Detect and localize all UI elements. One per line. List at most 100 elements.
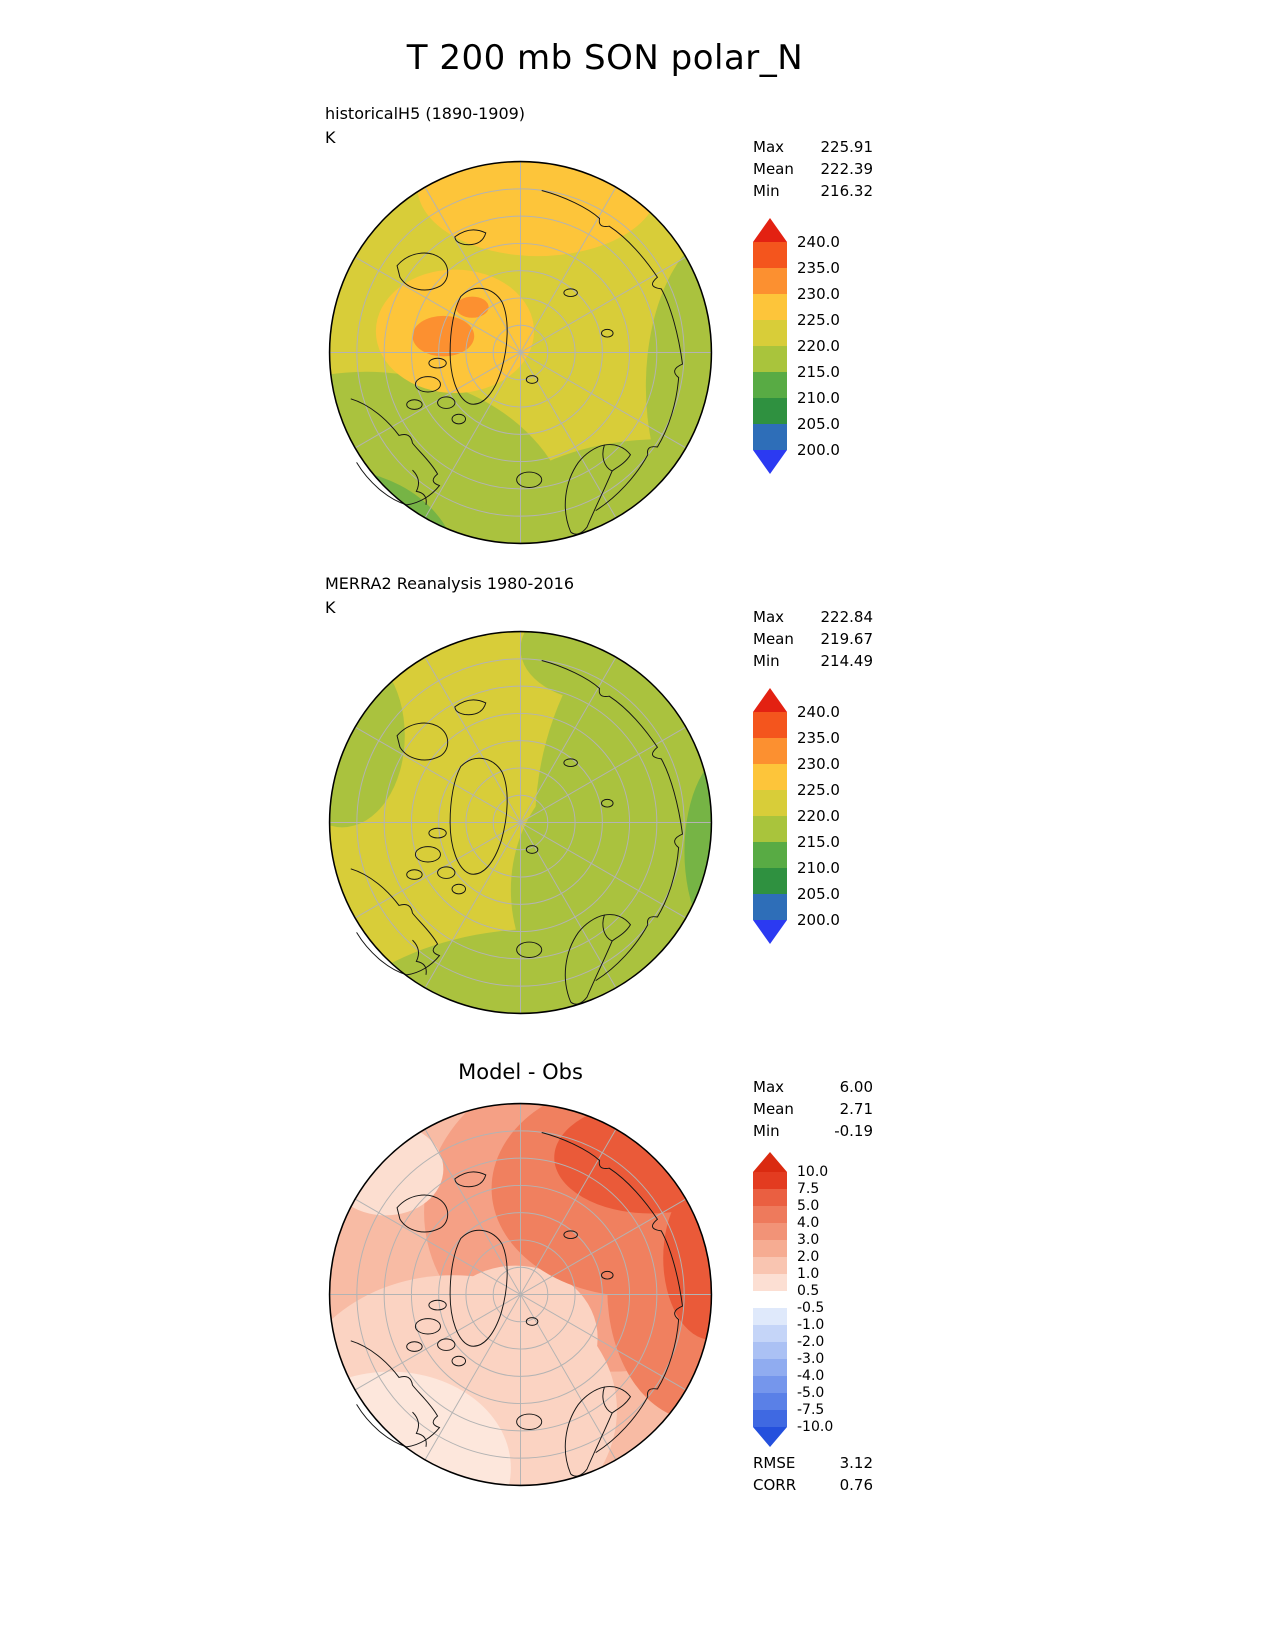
colorbar-tick-label: 7.5	[797, 1181, 820, 1197]
colorbar-tick-label: -2.0	[797, 1334, 825, 1350]
colorbar-arrow-bottom	[753, 920, 787, 944]
colorbar-tick-label: 0.5	[797, 1283, 820, 1299]
panel-label-model: historicalH5 (1890-1909)	[325, 104, 526, 123]
colorbar-bar	[753, 1152, 787, 1447]
colorbar-tick-label: 240.0	[797, 703, 840, 721]
colorbar-tick-label: 200.0	[797, 441, 840, 459]
stat-value: 219.67	[820, 630, 874, 648]
colorbar-tick-label: 210.0	[797, 859, 840, 877]
colorbar-tick-label: 220.0	[797, 807, 840, 825]
colorbar-segment	[753, 424, 787, 450]
colorbar-diff: 10.0 7.5 5.0 4.0 3.0 2.0 1.0 0.5 -0.5 -1.0 -2.0 -3.…	[753, 1152, 883, 1447]
stat-label: CORR	[753, 1476, 797, 1494]
polar-map-obs	[328, 630, 713, 1015]
stat-label: Max	[753, 138, 785, 156]
stat-value: 2.71	[839, 1100, 873, 1118]
stat-value: 214.49	[820, 652, 874, 670]
stat-row: Mean 2.71	[753, 1098, 873, 1120]
colorbar-segment	[753, 1393, 787, 1410]
map-boundary	[328, 630, 713, 1015]
colorbar-tick-label: 225.0	[797, 781, 840, 799]
stat-label: RMSE	[753, 1454, 796, 1472]
stat-row: RMSE 3.12	[753, 1452, 873, 1474]
colorbar-tick-label: 10.0	[797, 1164, 829, 1180]
stat-label: Mean	[753, 630, 794, 648]
panel-label-diff: Model - Obs	[458, 1060, 583, 1084]
stat-row: Max 222.84	[753, 606, 873, 628]
colorbar-arrow-top	[753, 1152, 787, 1172]
colorbar-segment	[753, 1274, 787, 1291]
stat-value: 6.00	[839, 1078, 873, 1096]
stat-value: 0.76	[839, 1476, 873, 1494]
colorbar-tick-label: 2.0	[797, 1249, 820, 1265]
colorbar-segment	[753, 1359, 787, 1376]
colorbar-tick-label: 210.0	[797, 389, 840, 407]
colorbar-segment	[753, 1291, 787, 1308]
stat-label: Max	[753, 608, 785, 626]
colorbar-segment	[753, 1206, 787, 1223]
colorbar-obs: 240.0 235.0 230.0 225.0 220.0 215.0 210.0 205.0…	[753, 688, 883, 944]
colorbar-tick-label: -3.0	[797, 1351, 825, 1367]
colorbar-segment	[753, 712, 787, 738]
colorbar-tick-label: -4.0	[797, 1368, 825, 1384]
colorbar-segment	[753, 1172, 787, 1189]
stat-row: Max 225.91	[753, 136, 873, 158]
colorbar-tick-label: 215.0	[797, 833, 840, 851]
polar-map-diff	[328, 1102, 713, 1487]
stat-label: Mean	[753, 160, 794, 178]
panel-units-model: K	[325, 128, 336, 147]
colorbar-segment	[753, 894, 787, 920]
colorbar-tick-label: 220.0	[797, 337, 840, 355]
page-title: T 200 mb SON polar_N	[406, 38, 804, 78]
stat-value: 222.84	[820, 608, 874, 626]
colorbar-segment	[753, 764, 787, 790]
colorbar-tick-label: -7.5	[797, 1402, 825, 1418]
colorbar-tick-label: 4.0	[797, 1215, 820, 1231]
stats-block-diff: Max 6.00 Mean 2.71 Min -0.19	[753, 1076, 873, 1142]
colorbar-segment	[753, 1325, 787, 1342]
stat-row: Mean 222.39	[753, 158, 873, 180]
stats-block-obs: Max 222.84 Mean 219.67 Min 214.49	[753, 606, 873, 672]
colorbar-segment	[753, 346, 787, 372]
stat-row: Min -0.19	[753, 1120, 873, 1142]
colorbar-segment	[753, 738, 787, 764]
stats-block-model: Max 225.91 Mean 222.39 Min 216.32	[753, 136, 873, 202]
colorbar-tick-label: 240.0	[797, 233, 840, 251]
stat-label: Min	[753, 652, 780, 670]
colorbar-arrow-top	[753, 688, 787, 712]
colorbar-tick-label: 225.0	[797, 311, 840, 329]
stat-label: Min	[753, 182, 780, 200]
stat-row: Min 214.49	[753, 650, 873, 672]
stat-value: 225.91	[820, 138, 874, 156]
colorbar-tick-label: 200.0	[797, 911, 840, 929]
colorbar-segment	[753, 320, 787, 346]
map-boundary	[328, 1102, 713, 1487]
colorbar-tick-label: 3.0	[797, 1232, 820, 1248]
stat-row: Max 6.00	[753, 1076, 873, 1098]
stats-block-rmse-corr: RMSE 3.12 CORR 0.76	[753, 1452, 873, 1496]
colorbar-segment	[753, 1410, 787, 1427]
colorbar-bar	[753, 688, 787, 944]
colorbar-segment	[753, 1342, 787, 1359]
colorbar-tick-label: 1.0	[797, 1266, 820, 1282]
panel-label-obs: MERRA2 Reanalysis 1980-2016	[325, 574, 575, 593]
colorbar-tick-label: -5.0	[797, 1385, 825, 1401]
colorbar-tick-label: 235.0	[797, 259, 840, 277]
colorbar-segment	[753, 842, 787, 868]
stat-label: Mean	[753, 1100, 794, 1118]
colorbar-tick-label: 205.0	[797, 415, 840, 433]
colorbar-arrow-bottom	[753, 450, 787, 474]
stat-row: Mean 219.67	[753, 628, 873, 650]
colorbar-segment	[753, 1189, 787, 1206]
colorbar-segment	[753, 1240, 787, 1257]
colorbar-bar	[753, 218, 787, 474]
colorbar-tick-label: 5.0	[797, 1198, 820, 1214]
colorbar-segment	[753, 372, 787, 398]
colorbar-segment	[753, 790, 787, 816]
colorbar-segment	[753, 1376, 787, 1393]
stat-value: -0.19	[834, 1122, 873, 1140]
colorbar-tick-label: 215.0	[797, 363, 840, 381]
panel-units-obs: K	[325, 598, 336, 617]
stat-row: CORR 0.76	[753, 1474, 873, 1496]
